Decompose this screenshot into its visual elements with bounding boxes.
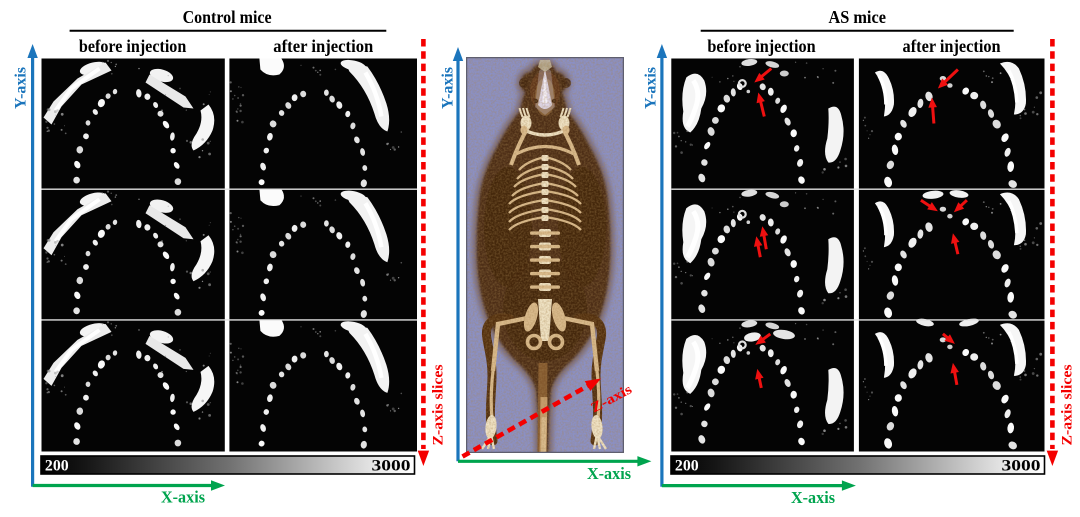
- svg-text:Y-axis: Y-axis: [643, 67, 660, 109]
- svg-text:after injection: after injection: [903, 36, 1001, 56]
- svg-text:Control mice: Control mice: [183, 7, 272, 27]
- svg-text:X-axis: X-axis: [791, 488, 836, 507]
- svg-text:X-axis: X-axis: [161, 488, 206, 507]
- svg-text:before injection: before injection: [707, 36, 815, 56]
- svg-text:Z-axis slices: Z-axis slices: [431, 364, 447, 445]
- svg-text:Y-axis: Y-axis: [13, 67, 30, 109]
- svg-text:X-axis: X-axis: [587, 464, 632, 483]
- svg-text:3000: 3000: [1002, 458, 1041, 475]
- svg-text:before injection: before injection: [79, 36, 187, 56]
- svg-text:3000: 3000: [372, 458, 411, 475]
- svg-text:AS mice: AS mice: [828, 7, 886, 27]
- svg-text:200: 200: [45, 458, 69, 475]
- svg-text:Z-axis slices: Z-axis slices: [1060, 364, 1076, 445]
- svg-text:after injection: after injection: [273, 36, 373, 56]
- svg-text:200: 200: [675, 458, 699, 475]
- svg-text:Y-axis: Y-axis: [440, 67, 457, 109]
